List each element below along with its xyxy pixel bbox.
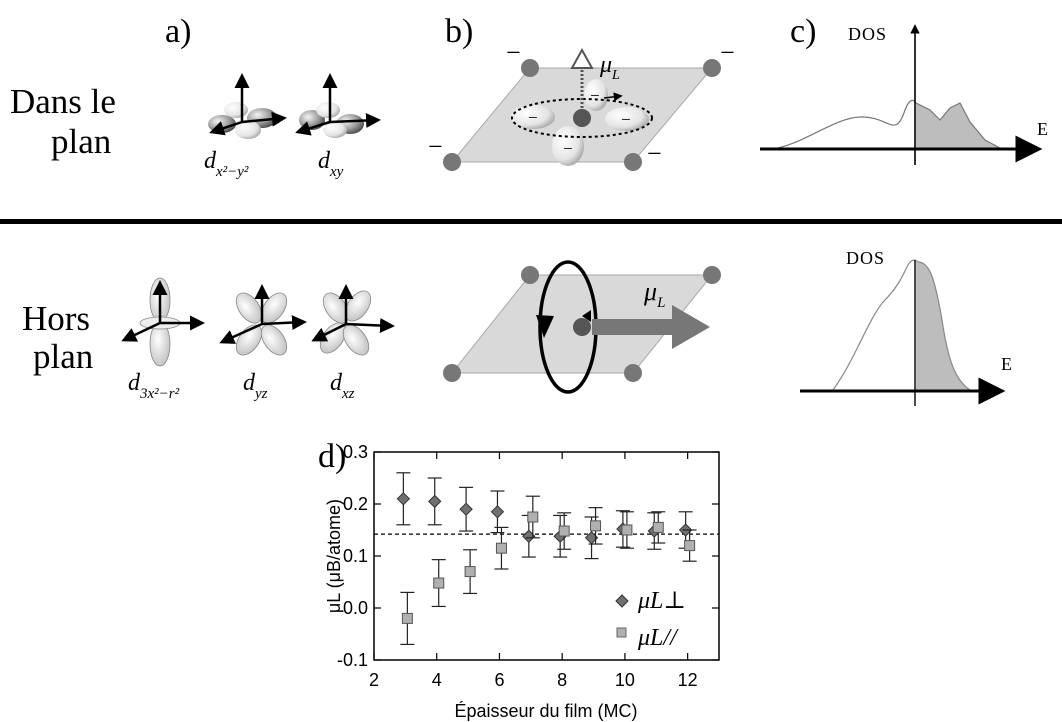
svg-text:−: − bbox=[506, 38, 521, 67]
dos-xlabel-in-plane: E bbox=[1037, 119, 1048, 139]
chart-xlabel: Épaisseur du film (MC) bbox=[454, 701, 637, 721]
legend-marker-par bbox=[616, 627, 627, 638]
x-tick-label: 10 bbox=[615, 670, 635, 690]
data-point-par bbox=[590, 520, 602, 532]
dos-xlabel-out-plane: E bbox=[1001, 354, 1012, 374]
x-tick-label: 2 bbox=[369, 670, 379, 690]
row-label-in-plane-2: plan bbox=[51, 122, 111, 161]
svg-text:−: − bbox=[528, 108, 538, 127]
data-point-par bbox=[684, 540, 696, 552]
moment-vs-thickness-chart: -0.1 0.0 0.1 0.2 0.3 2 4 6 8 10 12 Épaisseur du f… bbox=[324, 442, 720, 721]
data-point-par bbox=[652, 521, 664, 533]
data-point-par bbox=[558, 525, 570, 537]
dos-ylabel-out-plane: DOS bbox=[846, 248, 885, 268]
y-tick-label: 0.3 bbox=[343, 442, 368, 462]
chart-ylabel: μL (μB/atome) bbox=[324, 499, 344, 613]
y-tick-label: 0.2 bbox=[343, 494, 368, 514]
row-label-out-plane-2: plan bbox=[33, 337, 93, 376]
row-separator bbox=[0, 219, 1062, 224]
svg-text:−: − bbox=[563, 139, 573, 158]
data-point-par bbox=[401, 612, 413, 624]
data-point-perp bbox=[490, 505, 505, 519]
x-tick-label: 6 bbox=[494, 670, 504, 690]
x-axis-ticks: 2 4 6 8 10 12 bbox=[369, 452, 698, 690]
legend-marker-perp bbox=[615, 594, 629, 608]
data-point-par bbox=[433, 577, 445, 589]
data-marks bbox=[396, 472, 697, 646]
y-tick-label: 0.0 bbox=[343, 598, 368, 618]
panel-label-c: c) bbox=[790, 13, 816, 50]
y-axis-ticks: -0.1 0.0 0.1 0.2 0.3 bbox=[337, 442, 719, 670]
row-label-out-plane-1: Hors bbox=[22, 299, 90, 338]
orbital-label-dx2y2: dx²−y² bbox=[204, 148, 249, 180]
plane-out bbox=[443, 260, 721, 394]
y-tick-label: -0.1 bbox=[337, 650, 368, 670]
svg-text:−: − bbox=[590, 86, 600, 105]
svg-text:−: − bbox=[621, 110, 631, 129]
data-point-perp bbox=[396, 492, 411, 506]
data-point-par bbox=[527, 511, 539, 523]
charge-signs: − − − − − − − − bbox=[428, 38, 735, 168]
moment-label-in-plane: μL bbox=[599, 52, 620, 83]
orbital-d3z2r2-icon bbox=[121, 277, 205, 367]
svg-text:−: − bbox=[720, 38, 735, 67]
orbital-dx2y2-icon bbox=[208, 73, 287, 139]
orbital-dyz-icon bbox=[219, 284, 307, 356]
dos-plot-in-plane: DOS E bbox=[760, 24, 1048, 165]
orbital-dxy-icon bbox=[295, 73, 381, 138]
legend: μL⊥ μL// bbox=[615, 588, 686, 651]
orbital-label-dxz: dxz bbox=[330, 370, 355, 402]
data-point-par bbox=[495, 542, 507, 554]
panel-label-b: b) bbox=[445, 13, 473, 50]
orbital-label-dxy: dxy bbox=[318, 148, 344, 180]
x-tick-label: 8 bbox=[557, 670, 567, 690]
orbital-dxz-icon bbox=[311, 284, 395, 356]
plane-in bbox=[443, 47, 721, 171]
data-point-par bbox=[464, 566, 476, 578]
x-tick-label: 12 bbox=[678, 670, 698, 690]
orbital-label-dyz: dyz bbox=[243, 370, 268, 402]
data-point-perp bbox=[428, 494, 442, 509]
legend-label-perp: μL⊥ bbox=[637, 588, 686, 614]
data-point-par bbox=[621, 524, 633, 536]
svg-text:−: − bbox=[428, 132, 443, 161]
x-tick-label: 4 bbox=[432, 670, 442, 690]
orbital-label-d3z2r2: d3x²−r² bbox=[128, 370, 180, 402]
dos-ylabel-in-plane: DOS bbox=[848, 24, 887, 44]
panel-label-d: d) bbox=[318, 438, 346, 475]
row-label-in-plane-1: Dans le bbox=[10, 82, 116, 121]
panel-label-a: a) bbox=[165, 13, 191, 50]
svg-text:−: − bbox=[647, 139, 662, 168]
moment-label-out-plane: μL bbox=[643, 277, 665, 311]
y-tick-label: 0.1 bbox=[343, 546, 368, 566]
dos-plot-out-plane: DOS E bbox=[800, 248, 1012, 406]
data-point-perp bbox=[459, 502, 473, 516]
legend-label-par: μL// bbox=[637, 625, 679, 651]
